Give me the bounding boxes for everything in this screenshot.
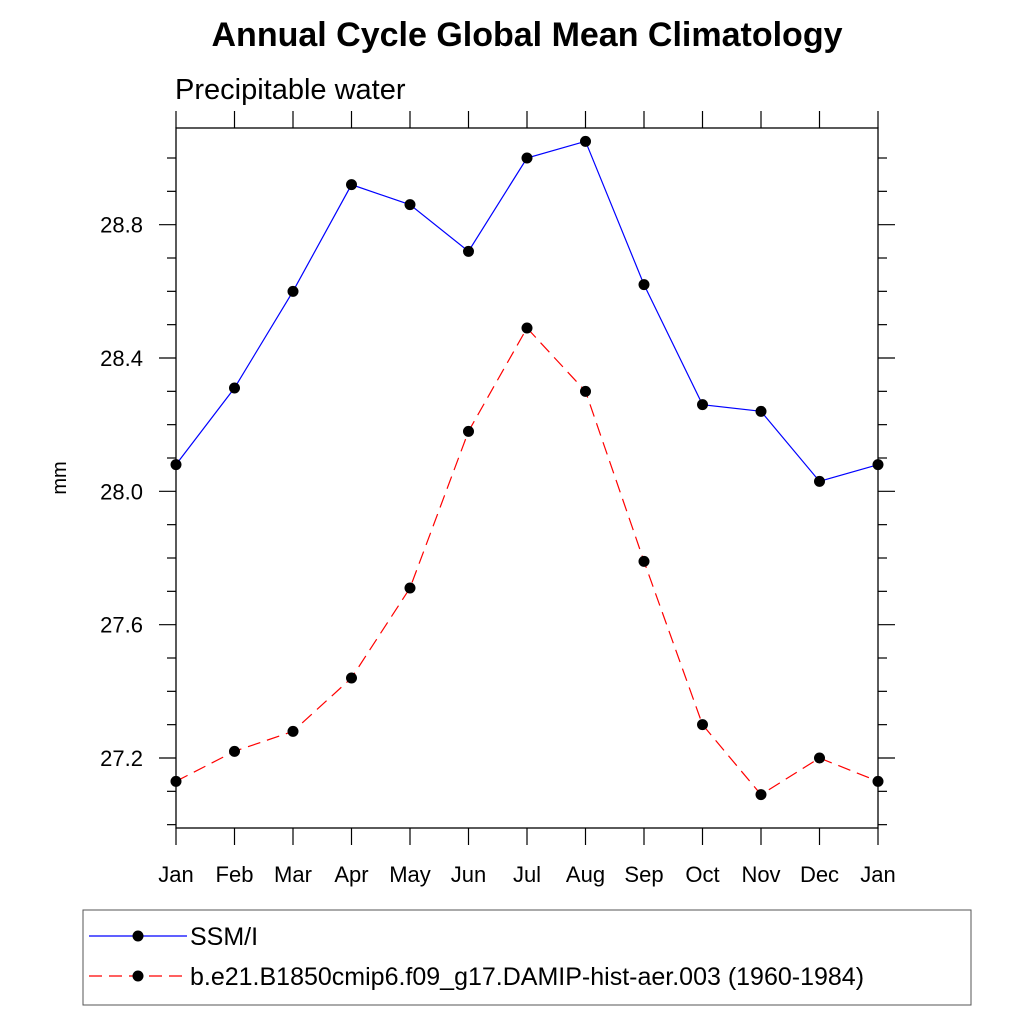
legend-label-ssmi: SSM/I	[190, 923, 258, 951]
series-line-0	[175, 140, 879, 483]
series-0-point	[170, 459, 182, 471]
series-0-point	[521, 152, 533, 164]
series-1-point	[697, 719, 708, 731]
x-tick-labels: Jan Feb Mar Apr May Jun Jul Aug Sep Oct Nov Dec Jan	[158, 862, 895, 887]
x-tick-label: Sep	[624, 862, 663, 887]
series-1-point	[580, 385, 591, 397]
x-tick-label: Nov	[741, 862, 780, 887]
y-tick-label: 28.4	[100, 346, 143, 371]
series-1-point	[170, 775, 182, 787]
x-tick-label: Aug	[566, 862, 605, 887]
x-tick-label: Mar	[274, 862, 312, 887]
series-1-point	[346, 672, 357, 684]
y-tick-label: 27.6	[100, 613, 143, 638]
series-0-point	[404, 199, 416, 211]
x-tick-label: Oct	[685, 862, 719, 887]
legend-marker-model	[132, 970, 144, 982]
series-1-point	[814, 752, 825, 764]
series-1-point	[755, 789, 767, 801]
series-0-point	[463, 245, 474, 257]
plot-frame	[175, 127, 879, 829]
chart-subtitle: Precipitable water	[175, 74, 406, 106]
series-1-point	[404, 582, 416, 594]
x-tick-label: Jun	[451, 862, 486, 887]
y-tick-labels: 27.2 27.6 28.0 28.4 28.8	[100, 213, 143, 771]
series-0-point	[872, 459, 884, 471]
series-0-point	[287, 285, 299, 297]
x-tick-label: Apr	[334, 862, 368, 887]
series-1-point	[463, 425, 474, 437]
series-0-point	[755, 405, 767, 417]
series-layer	[170, 135, 884, 801]
axis-ticks	[159, 111, 895, 845]
x-tick-label: May	[389, 862, 431, 887]
series-1-point	[872, 775, 884, 787]
series-1-point	[229, 745, 240, 757]
series-0-point	[580, 135, 591, 147]
series-0-point	[229, 382, 240, 394]
chart-title: Annual Cycle Global Mean Climatology	[212, 16, 843, 54]
series-0-point	[638, 279, 650, 291]
x-tick-label: Jan	[158, 862, 193, 887]
series-1-point	[638, 555, 650, 567]
series-1-point	[521, 322, 533, 334]
legend: SSM/I b.e21.B1850cmip6.f09_g17.DAMIP-his…	[82, 909, 972, 1006]
y-tick-label: 27.2	[100, 746, 143, 771]
series-0-point	[814, 475, 825, 487]
series-1-point	[287, 725, 299, 737]
series-0-point	[346, 179, 357, 191]
legend-box	[82, 909, 972, 1006]
series-line-1	[175, 326, 879, 796]
legend-marker-ssmi	[132, 930, 144, 942]
x-tick-label: Jan	[860, 862, 895, 887]
x-tick-label: Feb	[216, 862, 254, 887]
y-axis-label: mm	[49, 461, 71, 494]
x-tick-label: Jul	[513, 862, 541, 887]
y-tick-label: 28.8	[100, 213, 143, 238]
series-0-point	[697, 399, 708, 411]
x-tick-label: Dec	[800, 862, 839, 887]
y-tick-label: 28.0	[100, 479, 143, 504]
legend-label-model: b.e21.B1850cmip6.f09_g17.DAMIP-hist-aer.…	[190, 963, 864, 991]
